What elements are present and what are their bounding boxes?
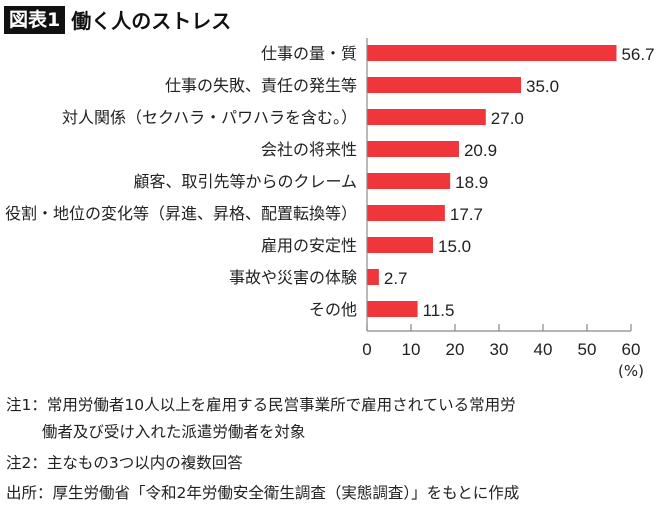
data-label: 20.9 (464, 141, 497, 160)
bar (367, 109, 486, 125)
data-label: 2.7 (384, 269, 408, 288)
data-label: 27.0 (491, 109, 524, 128)
data-label: 15.0 (438, 237, 471, 256)
bar (367, 205, 445, 221)
note-1: 注1：常用労働者10人以上を雇用する民営事業所で雇用されている常用労 (6, 396, 516, 414)
x-tick-label: 0 (362, 340, 371, 359)
category-label: 雇用の安定性 (261, 236, 357, 255)
bar (367, 45, 617, 61)
category-label: 顧客、取引先等からのクレーム (133, 172, 357, 191)
source-note: 出所：厚生労働省「令和2年労働安全衛生調査（実態調査）」をもとに作成 (6, 484, 520, 502)
data-label: 56.7 (621, 45, 654, 64)
x-tick-label: 30 (490, 340, 509, 359)
category-label: 事故や災害の体験 (229, 268, 357, 287)
chart-title: 図表1 働く人のストレス (4, 5, 231, 34)
category-label: 対人関係（セクハラ・パワハラを含む。） (62, 108, 357, 127)
data-label: 11.5 (423, 301, 455, 320)
figure-badge: 図表1 (4, 5, 66, 34)
data-label: 17.7 (450, 205, 483, 224)
bar (367, 237, 433, 253)
bar (367, 141, 459, 157)
category-label: 会社の将来性 (261, 140, 357, 159)
x-unit-label: (%) (618, 362, 644, 380)
x-tick-label: 20 (446, 340, 465, 359)
bar (367, 173, 451, 189)
bar-chart: 仕事の量・質 56.7 仕事の失敗、責任の発生等 35.0 対人関係（セクハラ・パワハラ… (5, 38, 655, 380)
title-text: 働く人のストレス (71, 9, 232, 33)
bar (367, 269, 379, 285)
data-label: 18.9 (455, 173, 488, 192)
bar (367, 77, 521, 93)
note-1-cont: 働者及び受け入れた派遣労働者を対象 (6, 423, 306, 441)
bar (367, 301, 418, 317)
x-tick-label: 40 (534, 340, 553, 359)
x-tick-label: 50 (578, 340, 597, 359)
x-tick-label: 10 (402, 340, 421, 359)
category-label: その他 (309, 300, 357, 319)
category-label: 役割・地位の変化等（昇進、昇格、配置転換等） (5, 204, 357, 223)
category-label: 仕事の量・質 (261, 44, 357, 63)
category-label: 仕事の失敗、責任の発生等 (165, 76, 357, 95)
note-2: 注2：主なもの3つ以内の複数回答 (6, 454, 243, 472)
x-tick-label: 60 (622, 340, 641, 359)
data-label: 35.0 (526, 77, 559, 96)
